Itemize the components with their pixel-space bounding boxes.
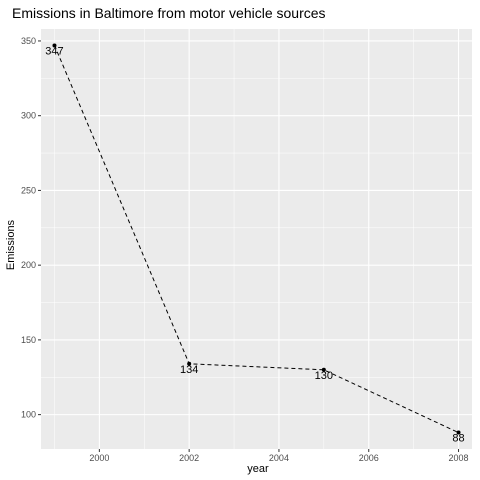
y-axis-title: Emissions [5, 219, 17, 270]
data-points [52, 43, 461, 435]
x-tick-label: 2004 [269, 453, 289, 463]
plot-panel [41, 29, 472, 449]
x-tick-label: 2002 [179, 453, 199, 463]
y-tick-label: 200 [21, 260, 36, 270]
y-tick-label: 100 [21, 410, 36, 420]
x-tick-label: 2006 [359, 453, 379, 463]
x-axis-title: year [247, 463, 269, 475]
chart-title: Emissions in Baltimore from motor vehicl… [12, 5, 326, 21]
grid-minor [41, 29, 472, 449]
y-tick-label: 150 [21, 335, 36, 345]
data-label: 347 [45, 45, 63, 57]
data-label: 88 [452, 433, 464, 445]
x-axis-tick-labels: 2000 2002 2004 2006 2008 [89, 453, 468, 463]
data-point [187, 361, 192, 366]
data-point [52, 43, 57, 48]
x-tick-label: 2000 [89, 453, 109, 463]
data-label: 134 [180, 364, 198, 376]
data-point [456, 430, 461, 435]
series-line [54, 45, 459, 434]
data-label: 130 [315, 370, 333, 382]
data-point [321, 367, 326, 372]
grid-major [41, 29, 472, 449]
x-tick-label: 2008 [449, 453, 469, 463]
y-tick-label: 250 [21, 185, 36, 195]
y-tick-label: 300 [21, 111, 36, 121]
y-tick-label: 350 [21, 36, 36, 46]
data-labels: 347 134 130 88 [45, 45, 464, 444]
axis-ticks [38, 40, 460, 452]
y-axis-tick-labels: 100 150 200 250 300 350 [21, 36, 36, 420]
